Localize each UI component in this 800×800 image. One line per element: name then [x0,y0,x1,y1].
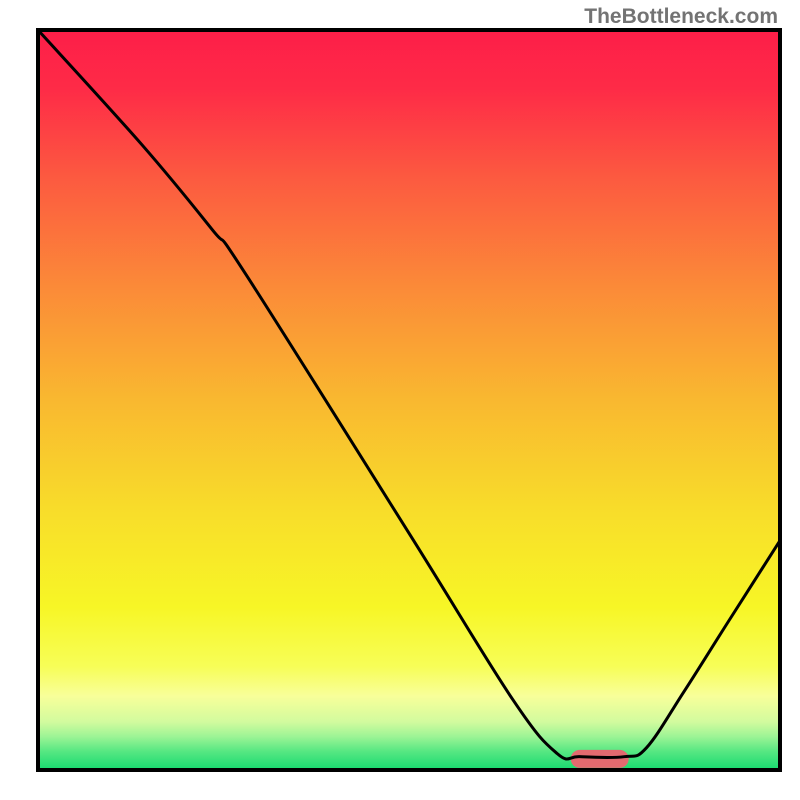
bottleneck-chart [0,0,800,800]
optimum-marker [571,750,629,768]
watermark: TheBottleneck.com [584,5,778,29]
gradient-background [38,30,780,770]
